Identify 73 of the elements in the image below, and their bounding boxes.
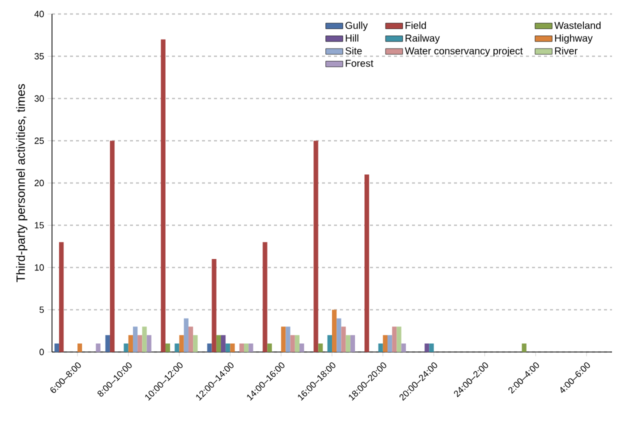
y-tick-label: 15 (34, 222, 44, 228)
bar (230, 344, 235, 352)
bar (138, 335, 142, 352)
legend-label: Site (345, 47, 362, 54)
legend-label: Highway (555, 34, 593, 44)
bar (207, 344, 212, 352)
legend-label: Wasteland (554, 22, 601, 29)
bar (160, 39, 166, 352)
y-tick-label: 5 (40, 306, 44, 313)
y-tick-label: 35 (34, 53, 44, 60)
bar (332, 310, 337, 352)
bar (327, 335, 332, 352)
bar (142, 326, 147, 352)
y-tick-label: 20 (34, 180, 44, 186)
bar (132, 326, 138, 352)
bar (382, 335, 388, 352)
bar (294, 335, 300, 352)
bar (244, 344, 249, 352)
bar (174, 344, 180, 352)
bar (248, 344, 254, 352)
legend-label: Water conservancy project (404, 47, 523, 56)
bar (522, 344, 526, 352)
bar (424, 344, 430, 352)
bar (392, 326, 397, 352)
bar (350, 335, 356, 352)
legend-label: River (555, 47, 578, 54)
bar (267, 344, 272, 352)
bar (188, 326, 194, 352)
bar (59, 242, 64, 352)
bar (364, 174, 370, 352)
bar (299, 344, 304, 352)
bar (262, 242, 268, 352)
bar (396, 326, 402, 352)
legend-label: Forest (346, 60, 374, 67)
legend-label: Gully (346, 22, 368, 31)
bar (110, 140, 115, 352)
bar (124, 344, 128, 352)
y-axis-title: Third-party personnel activities, times (16, 84, 28, 282)
y-tick-label: 40 (34, 10, 44, 18)
bar (388, 335, 392, 352)
bar (346, 335, 350, 352)
bar (96, 344, 100, 352)
legend-label: Field (406, 22, 426, 29)
y-tick-label: 10 (34, 264, 44, 271)
bar (378, 344, 383, 352)
y-tick-label: 0 (40, 348, 44, 356)
bar (193, 335, 198, 352)
bar (105, 335, 110, 352)
bar (54, 344, 60, 352)
y-tick-label: 25 (34, 138, 44, 144)
bar (429, 344, 434, 352)
bar (290, 335, 295, 352)
bar (184, 318, 188, 352)
bar (336, 318, 342, 352)
bar (220, 335, 226, 352)
bar (314, 140, 318, 352)
bar (401, 344, 406, 352)
bar (146, 335, 152, 352)
bar (179, 335, 184, 352)
bar (318, 344, 323, 352)
bar (286, 326, 290, 352)
bar (165, 344, 170, 352)
y-tick-label: 30 (34, 95, 44, 102)
bar (128, 335, 133, 352)
bar (212, 259, 216, 352)
bar (226, 344, 230, 352)
bar (239, 344, 244, 352)
bar (281, 326, 286, 352)
bar (77, 344, 82, 352)
legend-label: Railway (406, 34, 440, 44)
legend-label: Hill (346, 34, 358, 42)
bar (216, 335, 221, 352)
bar (341, 326, 346, 352)
